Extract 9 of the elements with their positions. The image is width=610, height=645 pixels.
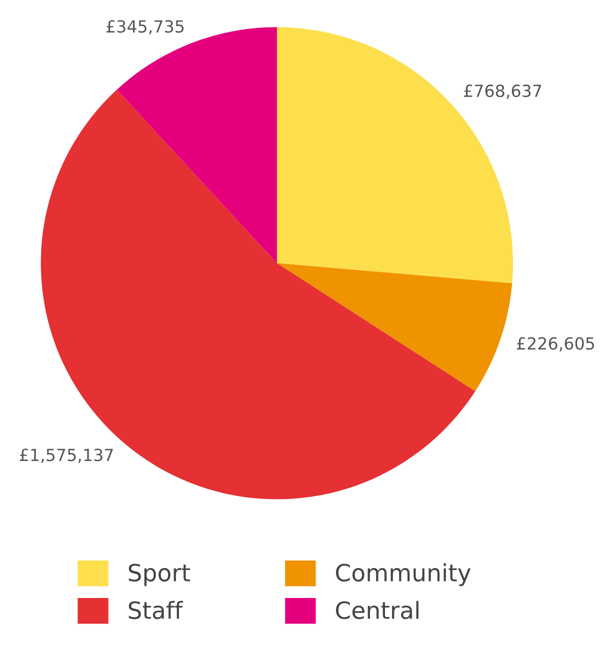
pie-slice <box>276 263 512 392</box>
legend-label: Central <box>336 600 418 620</box>
data-label: £768,637 <box>464 84 542 99</box>
data-label: £1,575,137 <box>20 448 113 463</box>
data-label: £226,605 <box>517 337 594 352</box>
legend-label: Staff <box>128 600 184 620</box>
legend-label: Community <box>336 563 471 586</box>
data-label: £345,735 <box>106 20 184 34</box>
legend-label: Sport <box>128 564 190 586</box>
